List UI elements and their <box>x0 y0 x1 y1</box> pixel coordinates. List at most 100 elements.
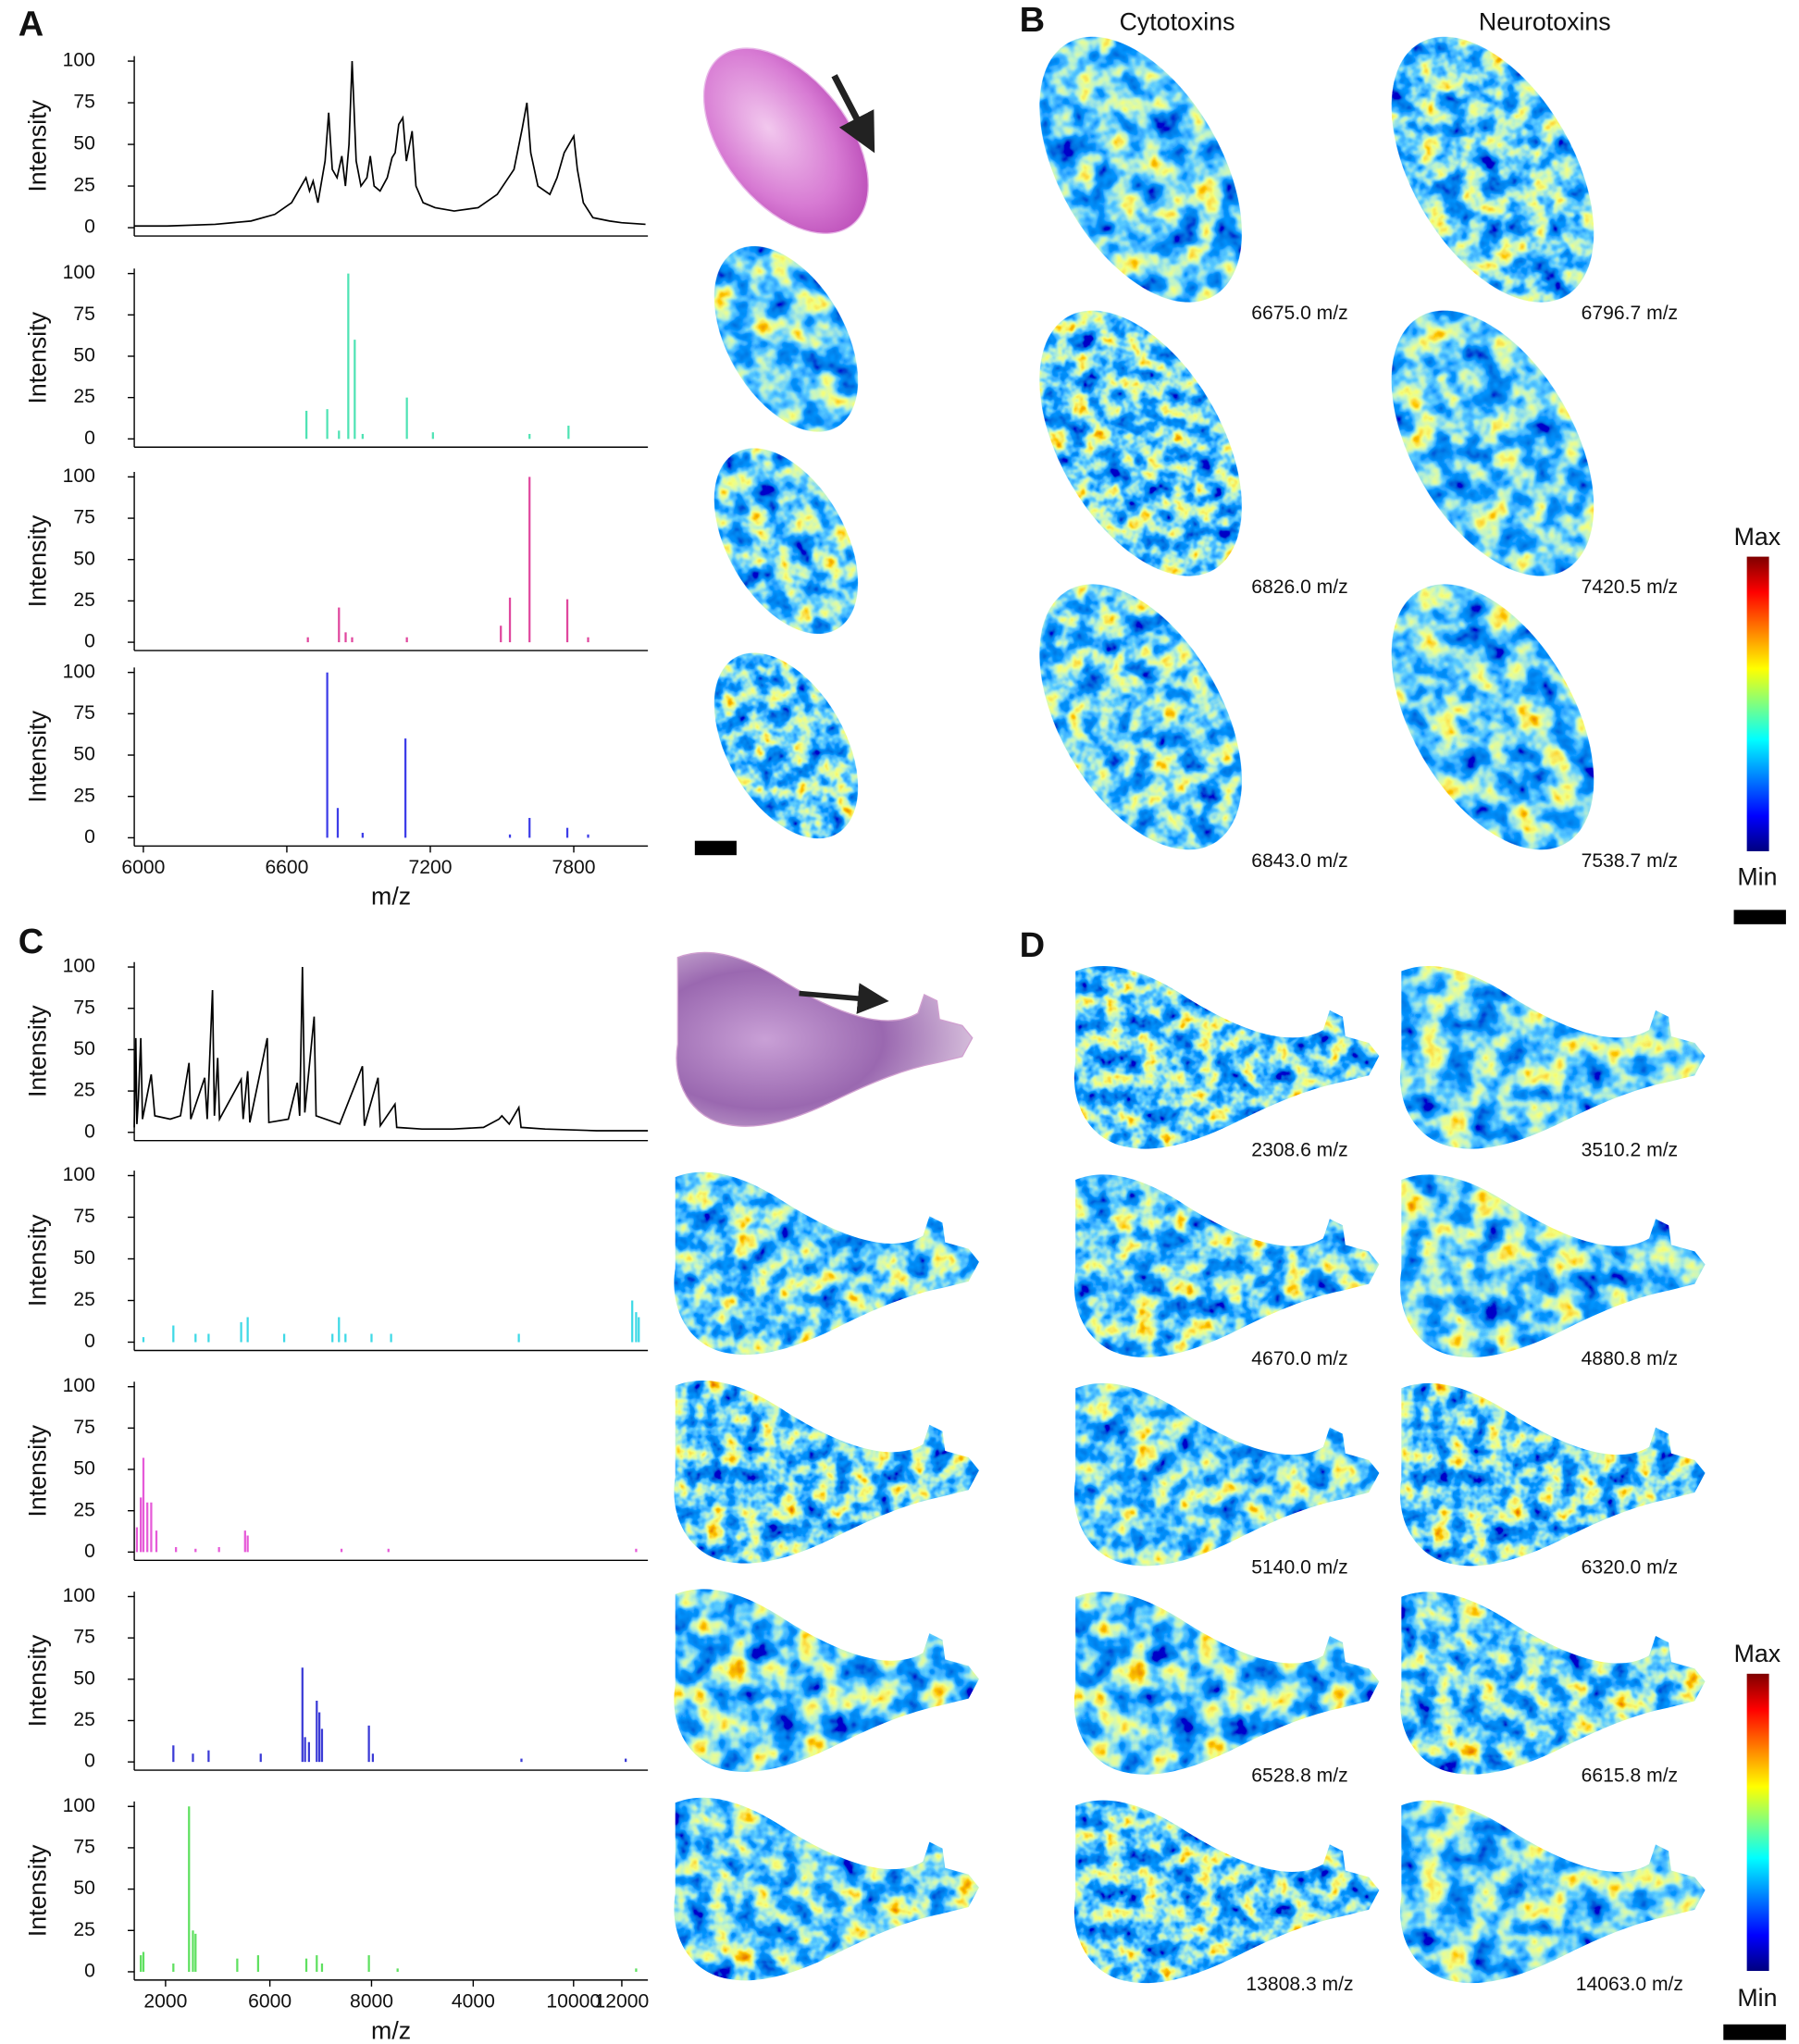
ion-image <box>1073 1174 1380 1357</box>
y-tick-label: 25 <box>73 785 95 806</box>
y-tick-label: 0 <box>84 631 95 652</box>
y-tick-label: 50 <box>73 1667 95 1689</box>
y-tick-label: 75 <box>73 1417 95 1438</box>
mz-label: 7538.7 m/z <box>1582 850 1679 872</box>
y-axis-label: Intensity <box>23 99 51 192</box>
y-tick-label: 50 <box>73 133 95 155</box>
he-section <box>676 951 974 1127</box>
ion-image <box>674 1380 979 1564</box>
y-axis-label: Intensity <box>23 1634 51 1727</box>
ion-image <box>1391 584 1594 850</box>
y-tick-label: 25 <box>73 1709 95 1730</box>
y-tick-label: 75 <box>73 92 95 113</box>
y-axis-label: Intensity <box>23 514 51 607</box>
y-tick-label: 100 <box>63 465 95 487</box>
y-tick-label: 75 <box>73 702 95 724</box>
y-axis-label: Intensity <box>23 1844 51 1937</box>
y-tick-label: 75 <box>73 304 95 325</box>
y-tick-label: 100 <box>63 50 95 71</box>
y-axis-label: Intensity <box>23 1005 51 1097</box>
x-tick-label: 6000 <box>121 857 165 878</box>
x-axis-label: m/z <box>371 883 411 911</box>
y-tick-label: 0 <box>84 1121 95 1142</box>
mz-label: 4670.0 m/z <box>1251 1348 1348 1369</box>
mz-label: 3510.2 m/z <box>1582 1140 1679 1161</box>
panel-label: A <box>19 5 43 43</box>
scale-bar <box>1733 910 1786 924</box>
arrow <box>799 983 889 1014</box>
x-tick-label: 7200 <box>408 857 452 878</box>
spectrum-line <box>133 967 649 1132</box>
colorbar-max: Max <box>1734 523 1781 551</box>
y-tick-label: 50 <box>73 1247 95 1269</box>
x-tick-label: 6000 <box>248 1990 292 2012</box>
y-tick-label: 25 <box>73 1499 95 1520</box>
y-tick-label: 0 <box>84 1751 95 1772</box>
y-tick-label: 50 <box>73 548 95 569</box>
mz-label: 4880.8 m/z <box>1582 1348 1679 1369</box>
y-tick-label: 75 <box>73 997 95 1018</box>
colorbar-min: Min <box>1737 1984 1777 2012</box>
y-tick-label: 25 <box>73 589 95 611</box>
y-tick-label: 75 <box>73 1206 95 1227</box>
y-tick-label: 100 <box>63 956 95 977</box>
x-tick-label: 2000 <box>143 1990 187 2012</box>
ion-image <box>1073 1382 1380 1567</box>
y-tick-label: 0 <box>84 217 95 238</box>
x-tick-label: 12000 <box>595 1990 650 2012</box>
y-tick-label: 25 <box>73 175 95 196</box>
column-header: Neurotoxins <box>1479 8 1611 36</box>
mz-label: 6675.0 m/z <box>1251 303 1348 324</box>
mz-label: 5140.0 m/z <box>1251 1556 1348 1578</box>
y-tick-label: 100 <box>63 1164 95 1185</box>
mz-label: 6796.7 m/z <box>1582 303 1679 324</box>
x-tick-label: 7800 <box>552 857 596 878</box>
mz-label: 13808.3 m/z <box>1246 1974 1353 1995</box>
ion-image <box>1073 1800 1380 1984</box>
y-tick-label: 0 <box>84 1331 95 1352</box>
mz-label: 7420.5 m/z <box>1582 576 1679 598</box>
y-axis-label: Intensity <box>23 1214 51 1307</box>
y-axis-label: Intensity <box>23 1424 51 1517</box>
ion-image <box>674 1797 979 1981</box>
ion-image <box>713 652 859 839</box>
y-tick-label: 50 <box>73 1877 95 1899</box>
he-section <box>702 47 870 235</box>
y-tick-label: 0 <box>84 427 95 449</box>
mz-label: 14063.0 m/z <box>1576 1974 1683 1995</box>
y-tick-label: 75 <box>73 507 95 528</box>
y-tick-label: 0 <box>84 1961 95 1982</box>
y-tick-label: 50 <box>73 1458 95 1480</box>
y-axis-label: Intensity <box>23 311 51 403</box>
ion-image <box>674 1171 979 1356</box>
ion-image <box>1391 310 1594 576</box>
x-tick-label: 6600 <box>265 857 308 878</box>
spectrum-line <box>134 61 646 228</box>
y-tick-label: 50 <box>73 744 95 765</box>
ion-image <box>713 246 859 432</box>
ion-image <box>1073 1592 1380 1775</box>
y-tick-label: 25 <box>73 1919 95 1940</box>
y-tick-label: 100 <box>63 1375 95 1396</box>
ion-image <box>1400 966 1706 1149</box>
column-header: Cytotoxins <box>1120 8 1235 36</box>
ion-image <box>713 448 859 634</box>
mz-label: 6320.0 m/z <box>1582 1556 1679 1578</box>
ion-image <box>1039 584 1242 850</box>
y-tick-label: 50 <box>73 345 95 366</box>
mz-label: 6843.0 m/z <box>1251 850 1348 872</box>
panel-label: B <box>1020 1 1045 40</box>
scale-bar <box>1723 2024 1786 2040</box>
x-axis-label: m/z <box>371 2016 411 2044</box>
mz-label: 6615.8 m/z <box>1582 1765 1679 1787</box>
panel-label: D <box>1020 926 1045 965</box>
y-tick-label: 100 <box>63 661 95 682</box>
ion-image <box>1039 310 1242 576</box>
mz-label: 6826.0 m/z <box>1251 576 1348 598</box>
scale-bar <box>694 840 737 856</box>
y-tick-label: 25 <box>73 386 95 407</box>
mz-label: 6528.8 m/z <box>1251 1765 1348 1787</box>
colorbar <box>1746 1673 1769 1972</box>
ion-image <box>1400 1174 1706 1357</box>
y-tick-label: 100 <box>63 1585 95 1606</box>
